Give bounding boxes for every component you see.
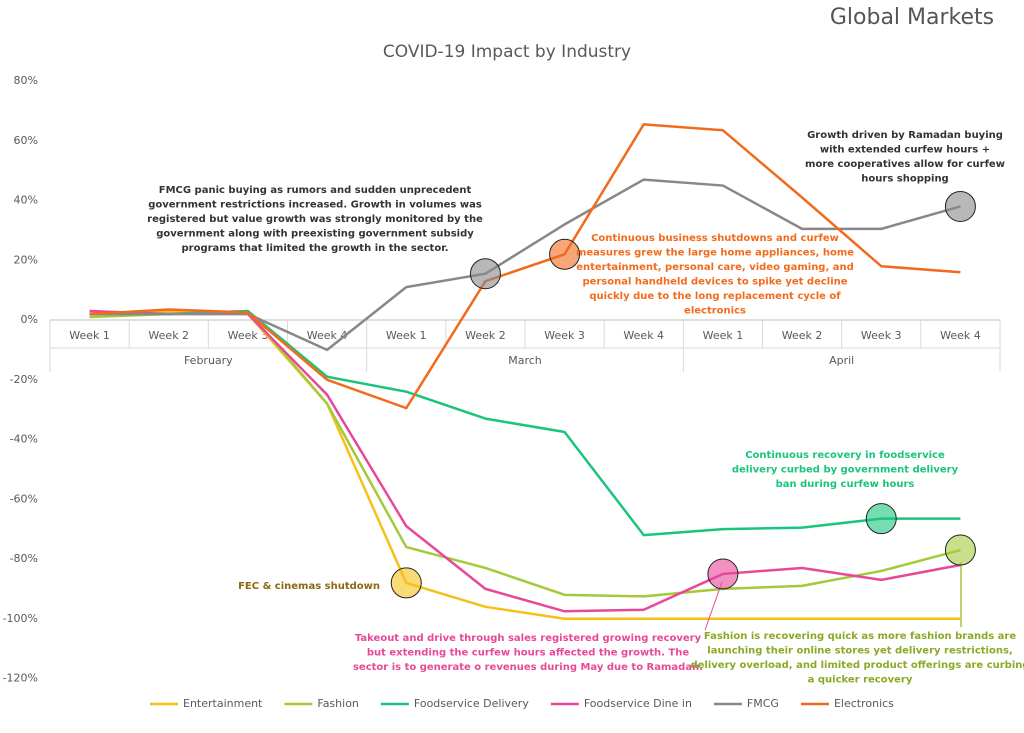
y-tick-label: -100% (3, 612, 38, 625)
annotation: a quicker recovery (808, 675, 913, 686)
annotation: personal handheld devices to spike yet d… (582, 277, 847, 288)
group-label: March (508, 354, 542, 367)
annotation: government restrictions increased. Growt… (148, 200, 482, 211)
x-tick-label: Week 3 (544, 329, 585, 342)
annotation: FMCG panic buying as rumors and sudden u… (159, 185, 472, 196)
annotation: but extending the curfew hours affected … (367, 648, 690, 659)
annotation: measures grew the large home appliances,… (576, 248, 854, 259)
x-tick-label: Week 4 (623, 329, 664, 342)
y-tick-label: 40% (14, 194, 38, 207)
y-tick-label: 20% (14, 253, 38, 266)
annotation: Continuous recovery in foodservice (745, 450, 945, 461)
annotation: delivery curbed by government delivery (732, 465, 959, 476)
legend-label: Foodservice Delivery (414, 697, 529, 710)
x-tick-label: Week 3 (228, 329, 269, 342)
highlight-marker (944, 534, 976, 566)
highlight-marker (865, 503, 897, 535)
annotation: government along with preexisting govern… (156, 229, 474, 240)
annotation: hours shopping (861, 174, 948, 185)
legend-label: FMCG (747, 697, 779, 710)
legend-label: Fashion (317, 697, 359, 710)
x-tick-label: Week 2 (782, 329, 823, 342)
x-tick-label: Week 2 (465, 329, 506, 342)
annotation: FEC & cinemas shutdown (238, 581, 380, 592)
annotation: more cooperatives allow for curfew (805, 159, 1005, 170)
chart-title: COVID-19 Impact by Industry (383, 42, 631, 62)
highlight-marker (707, 558, 739, 590)
y-tick-label: -20% (10, 373, 38, 386)
y-tick-label: 0% (21, 313, 38, 326)
highlight-marker (469, 258, 501, 290)
series-line (89, 123, 961, 410)
annotation: Growth driven by Ramadan buying (807, 130, 1003, 141)
leader-line (704, 581, 723, 631)
annotation: programs that limited the growth in the … (181, 243, 448, 254)
annotation: Takeout and drive through sales register… (355, 633, 702, 644)
y-tick-label: -120% (3, 672, 38, 685)
annotation: electronics (684, 306, 746, 317)
annotation: Continuous business shutdowns and curfew (591, 233, 839, 244)
x-tick-label: Week 1 (703, 329, 744, 342)
x-tick-label: Week 4 (940, 329, 981, 342)
annotation: Fashion is recovering quick as more fash… (704, 631, 1016, 642)
legend-label: Foodservice Dine in (584, 697, 692, 710)
x-tick-label: Week 1 (69, 329, 110, 342)
y-tick-label: 60% (14, 134, 38, 147)
annotation: registered but value growth was strongly… (147, 214, 483, 225)
highlight-marker (549, 238, 581, 270)
group-label: April (829, 354, 854, 367)
annotation: entertainment, personal care, video gami… (576, 262, 854, 273)
series-line (89, 178, 961, 352)
x-tick-label: Week 2 (148, 329, 189, 342)
annotation: quickly due to the long replacement cycl… (589, 291, 841, 302)
highlight-marker (390, 567, 422, 599)
y-tick-label: -40% (10, 433, 38, 446)
annotation: launching their online stores yet delive… (707, 646, 1012, 657)
x-tick-label: Week 4 (307, 329, 348, 342)
y-tick-label: -60% (10, 492, 38, 505)
highlight-marker (944, 190, 976, 222)
y-tick-label: -80% (10, 552, 38, 565)
legend-label: Electronics (834, 697, 894, 710)
group-label: February (184, 354, 233, 367)
x-tick-label: Week 1 (386, 329, 427, 342)
legend-label: Entertainment (183, 697, 263, 710)
annotation: with extended curfew hours + (820, 145, 990, 156)
x-tick-label: Week 3 (861, 329, 902, 342)
y-tick-label: 80% (14, 74, 38, 87)
annotation: sector is to generate o revenues during … (353, 662, 703, 673)
annotation: ban during curfew hours (776, 479, 915, 490)
annotation: delivery overload, and limited product o… (690, 660, 1024, 671)
logo: Global Markets (830, 5, 994, 30)
